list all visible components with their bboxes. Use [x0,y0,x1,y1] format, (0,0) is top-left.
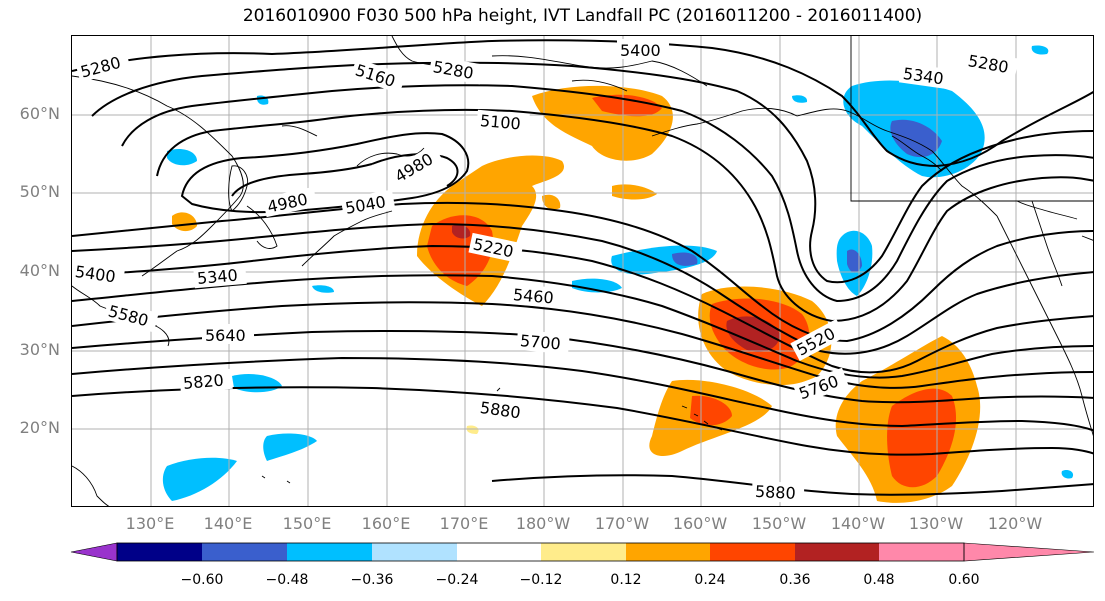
lon-label: 170°W [594,514,650,533]
colorbar-tick-label: −0.36 [350,572,394,588]
contour-label: 5640 [205,326,246,345]
lat-label: 50°N [19,182,60,201]
contour-label: 5160 [353,60,398,91]
colorbar-segment [879,543,964,561]
colorbar-tick-label: −0.12 [519,572,563,588]
lon-label: 180°W [515,514,571,533]
lon-label: 160°W [672,514,728,533]
lon-label: 140°E [203,514,253,533]
colorbar-segment [202,543,287,561]
map-canvas: 5280 5400 5160 5280 5340 5280 5100 4980 … [72,36,1093,506]
lon-label: 120°W [987,514,1043,533]
lat-label: 30°N [19,340,60,359]
colorbar-arrow-high [963,542,1095,562]
contour-label: 5700 [519,331,561,353]
colorbar-segment [372,543,457,561]
colorbar-tick-label: 0.36 [779,572,811,588]
lon-label: 150°E [282,514,332,533]
lat-label: 40°N [19,261,60,280]
lon-label: 150°W [751,514,807,533]
contour-label: 5820 [182,370,224,392]
contour-label: 5100 [479,111,521,133]
contour-label: 5580 [106,301,150,330]
colorbar-segment [626,543,710,561]
lat-label: 60°N [19,104,60,123]
contour-label: 5400 [620,41,661,60]
contour-label: 5460 [512,285,554,307]
contour-label: 5280 [78,53,122,82]
lat-label: 20°N [19,418,60,437]
contour-label: 5340 [196,265,238,287]
lon-label: 130°W [908,514,964,533]
colorbar-tick-label: −0.24 [435,572,479,588]
contour-label: 5400 [74,262,117,286]
height-contours [72,39,1093,496]
colorbar-segment [287,543,372,561]
contour-label: 5280 [967,51,1010,77]
map-title: 2016010900 F030 500 hPa height, IVT Land… [242,6,923,26]
lon-label: 130°E [125,514,175,533]
contour-label: 5880 [479,398,522,422]
colorbar-segment [541,543,626,561]
colorbar-tick-label: 0.60 [948,572,980,588]
colorbar-segment [795,543,879,561]
colorbar-tick-label: 0.48 [863,572,895,588]
colorbar-tick-label: 0.12 [610,572,642,588]
colorbar-segment [457,543,541,561]
colorbar-segment [117,543,202,561]
positive-anomaly-shading [172,85,981,503]
colorbar-arrow-low [70,542,118,562]
colorbar [70,542,1095,562]
colorbar-tick-label: −0.60 [180,572,224,588]
lon-label: 170°E [439,514,489,533]
contour-label: 5280 [432,57,475,83]
colorbar-tick-label: 0.24 [694,572,726,588]
colorbar-segment [710,543,795,561]
lon-label: 160°E [361,514,411,533]
contour-label: 5880 [755,482,797,503]
lon-label: 140°W [830,514,886,533]
map-panel: 5280 5400 5160 5280 5340 5280 5100 4980 … [71,35,1094,507]
colorbar-tick-label: −0.48 [265,572,309,588]
